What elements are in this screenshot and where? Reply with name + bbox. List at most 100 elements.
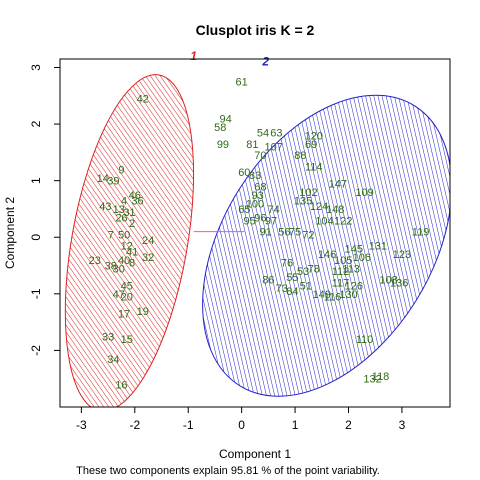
point-label: 104: [315, 215, 333, 227]
point-label: 8: [129, 258, 135, 270]
point-label: 20: [121, 292, 133, 304]
point-label: 24: [142, 235, 154, 247]
y-tick-label: 0: [29, 234, 43, 241]
x-tick-label: 2: [345, 418, 352, 432]
y-axis: -2 -1 0 1 2 3: [29, 64, 60, 356]
point-label: 26: [115, 212, 127, 224]
point-label: 41: [126, 246, 138, 258]
point-label: 16: [115, 379, 127, 391]
point-label: 15: [121, 334, 133, 346]
point-label: 102: [299, 187, 317, 199]
point-label: 50: [118, 229, 130, 241]
point-label: 45: [121, 280, 133, 292]
point-label: 39: [107, 176, 119, 188]
cluster-1-ellipse: [64, 74, 195, 407]
point-label: 14: [97, 173, 109, 185]
point-label: 148: [326, 204, 344, 216]
point-label: 68: [254, 181, 266, 193]
point-label: 30: [113, 263, 125, 275]
point-label: 43: [99, 201, 111, 213]
point-label: 32: [142, 252, 154, 264]
x-tick-label: 3: [399, 418, 406, 432]
point-label: 13: [113, 204, 125, 216]
y-tick-label: 1: [29, 177, 43, 184]
point-label: 93: [252, 190, 264, 202]
point-label: 88: [294, 150, 306, 162]
point-label: 4: [121, 195, 127, 207]
point-label: 113: [342, 263, 360, 275]
point-label: 33: [102, 331, 114, 343]
point-label: 31: [123, 207, 135, 219]
y-tick-label: -2: [29, 345, 43, 356]
cluster-1-label: 1: [190, 49, 197, 63]
point-label: 65: [238, 204, 250, 216]
point-label: 120: [305, 130, 323, 142]
point-label: 17: [118, 309, 130, 321]
x-tick-label: -1: [183, 418, 194, 432]
point-label: 19: [137, 306, 149, 318]
point-label: 63: [270, 128, 282, 140]
point-label: 46: [129, 190, 141, 202]
point-label: 91: [260, 227, 272, 239]
point-label: 76: [281, 258, 293, 270]
x-tick-label: -3: [76, 418, 87, 432]
point-label: 131: [369, 241, 387, 253]
point-label: 23: [89, 255, 101, 267]
point-label: 107: [265, 142, 283, 154]
point-label: 53: [297, 266, 309, 278]
point-label: 84: [286, 286, 298, 298]
point-label: 78: [308, 263, 320, 275]
y-tick-label: -1: [29, 288, 43, 299]
point-label: 116: [324, 292, 342, 304]
point-label: 108: [379, 275, 397, 287]
point-label: 75: [289, 227, 301, 239]
point-label: 81: [246, 139, 258, 151]
point-label: 60: [238, 167, 250, 179]
point-label: 136: [390, 278, 408, 290]
point-label: 55: [286, 272, 298, 284]
point-label: 40: [118, 255, 130, 267]
point-label: 124: [310, 201, 328, 213]
point-label: 86: [262, 275, 274, 287]
point-label: 97: [265, 215, 277, 227]
y-tick-label: 2: [29, 120, 43, 127]
point-label: 94: [219, 113, 231, 125]
point-label: 74: [268, 204, 280, 216]
point-label: 147: [329, 178, 347, 190]
chart-title: Clusplot iris K = 2: [196, 22, 315, 38]
point-label: 122: [334, 215, 352, 227]
point-label: 47: [113, 289, 125, 301]
point-label: 146: [318, 249, 336, 261]
point-label: 83: [249, 170, 261, 182]
chart-subtitle: These two components explain 95.81 % of …: [76, 465, 380, 477]
point-label: 109: [355, 187, 373, 199]
x-tick-label: 0: [238, 418, 245, 432]
point-label: 95: [244, 215, 256, 227]
point-label: 105: [334, 255, 352, 267]
x-axis: -3 -2 -1 0 1 2 3: [76, 407, 406, 432]
point-label: 42: [137, 94, 149, 106]
point-label: 12: [121, 241, 133, 253]
point-label: 114: [305, 162, 323, 174]
y-tick-label: 3: [29, 64, 43, 71]
point-label: 132: [363, 374, 381, 386]
point-label: 70: [254, 150, 266, 162]
x-tick-label: 1: [292, 418, 299, 432]
point-label: 112: [332, 266, 350, 278]
point-label: 110: [356, 334, 374, 346]
point-label: 118: [372, 371, 390, 383]
point-label: 61: [236, 77, 248, 89]
point-label: 100: [246, 198, 264, 210]
point-label: 126: [345, 280, 363, 292]
point-label: 96: [254, 212, 266, 224]
point-label: 117: [332, 278, 350, 290]
y-axis-label: Component 2: [3, 197, 17, 269]
point-label: 99: [217, 139, 229, 151]
point-label: 56: [278, 227, 290, 239]
point-label: 58: [214, 122, 226, 134]
point-label: 2: [129, 218, 135, 230]
point-label: 123: [393, 249, 411, 261]
point-label: 130: [339, 289, 357, 301]
cluster-2-label: 2: [261, 54, 269, 68]
